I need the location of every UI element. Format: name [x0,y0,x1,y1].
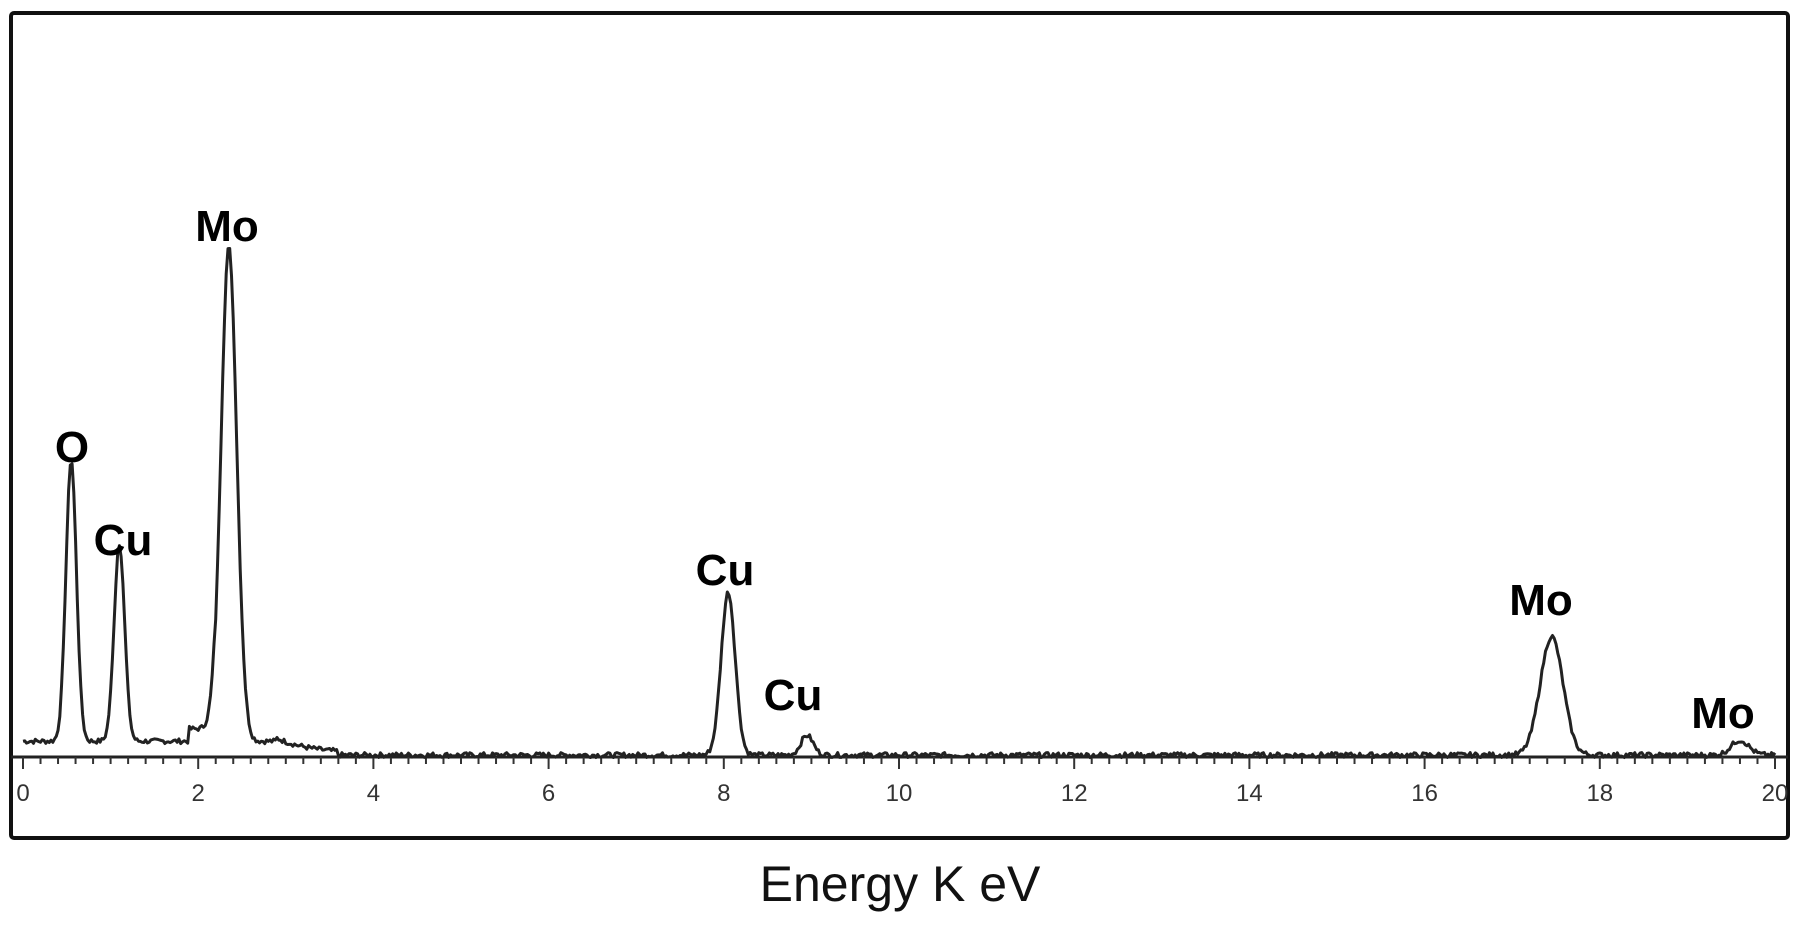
x-tick-label: 4 [367,780,380,807]
x-tick-label: 12 [1061,780,1088,807]
x-tick-label: 10 [886,780,913,807]
plot-frame [9,11,1790,840]
x-tick-label: 20 [1762,780,1789,807]
peak-label: Cu [764,671,823,720]
peak-label: Mo [1691,689,1755,738]
x-tick-label: 8 [717,780,730,807]
x-axis-title: Energy K eV [759,856,1041,912]
peak-label: Cu [94,516,153,565]
peak-label: Mo [195,202,259,251]
x-tick-label: 6 [542,780,555,807]
x-tick-label: 14 [1236,780,1263,807]
peak-label: Cu [696,546,755,595]
x-tick-labels: 0 2 4 6 8 10 12 14 16 18 20 [16,780,1788,807]
x-axis [11,755,1788,769]
peak-label: Mo [1509,576,1573,625]
peak-label: O [55,423,89,472]
x-tick-label: 2 [192,780,205,807]
x-tick-label: 18 [1586,780,1613,807]
x-tick-label: 16 [1411,780,1438,807]
spectrum-line [22,247,1777,759]
x-tick-label: 0 [16,780,29,807]
